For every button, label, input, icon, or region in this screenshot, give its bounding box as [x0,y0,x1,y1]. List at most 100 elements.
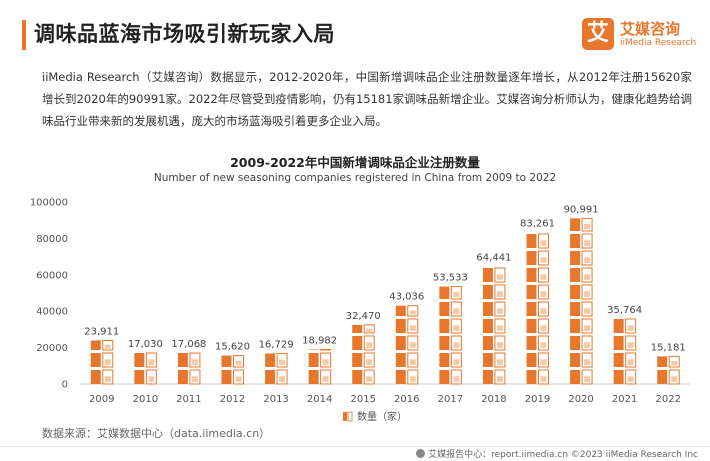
bar-unit [395,353,406,367]
bar-unit-fill [540,240,547,246]
bar-2020 [570,217,593,385]
bar-unit-fill [366,342,373,348]
logo-name-cn: 艾媒咨询 [620,20,681,38]
bar-unit [526,319,537,333]
bar-unit [221,355,232,367]
bar-unit-fill [409,310,416,315]
bar-unit [526,251,537,265]
bar-unit-fill [496,359,503,365]
x-tick-label: 2013 [263,394,288,405]
y-tick-label: 0 [62,380,68,391]
bar-unit [482,285,493,299]
bar-unit-fill [540,342,547,348]
bar-unit [439,370,450,384]
bar-unit [395,319,406,333]
bar-unit [134,353,145,367]
bar-unit [352,324,363,333]
bar-unit [308,370,319,384]
bar-2019 [526,233,549,385]
bar-unit [570,251,581,265]
bar-unit-fill [584,224,591,230]
bar-unit-fill [104,344,111,349]
bar-unit-fill [584,291,591,297]
legend-label: 数量（家） [357,410,407,423]
bar-unit [570,302,581,316]
bar-unit [526,336,537,350]
bar-unit-fill [627,342,634,348]
bar-unit-fill [627,325,634,331]
bar-unit-fill [409,359,416,365]
bar-unit [570,234,581,248]
data-label: 16,729 [259,340,294,351]
bar-2014 [308,348,332,385]
bar-unit-fill [453,359,460,365]
data-label: 23,911 [84,326,119,337]
logo-name-en: iiMedia Research [620,38,697,48]
bar-unit [526,353,537,367]
bar-unit [526,370,537,384]
y-tick-label: 40000 [36,307,68,318]
x-tick-label: 2022 [655,394,680,405]
bar-unit-fill [540,274,547,280]
bar-unit [265,370,276,384]
bar-unit-fill [496,325,503,331]
bar-unit [308,349,319,350]
bar-unit [570,268,581,282]
footer-divider [0,446,710,447]
bar-unit-fill [584,359,591,365]
bar-unit-fill [584,325,591,331]
bar-unit-fill [584,240,591,246]
bar-unit [439,302,450,316]
bar-unit [526,234,537,248]
bar-unit [526,268,537,282]
bar-unit-fill [540,376,547,382]
x-tick-label: 2012 [220,394,245,405]
bar-unit-fill [322,376,329,382]
page-title: 调味品蓝海市场吸引新玩家入局 [34,22,335,46]
bar-unit [482,268,493,282]
y-tick-label: 80000 [36,234,68,245]
bar-unit-fill [584,376,591,382]
data-label: 17,068 [171,339,206,350]
bar-unit-fill [148,376,155,382]
bar-unit [482,353,493,367]
y-tick-label: 100000 [30,198,68,209]
bar-2013 [265,353,288,385]
bar-unit [482,370,493,384]
bar-unit-fill [540,359,547,365]
bar-unit [90,353,101,367]
footer: 艾媒报告中心：report.iimedia.cn ©2023 iiMedia R… [416,447,698,460]
bar-unit [526,302,537,316]
bar-unit-fill [453,342,460,348]
bar-2011 [177,352,201,385]
bar-2015 [352,324,375,385]
bar-unit [352,336,363,350]
bar-unit [352,353,363,367]
bar-unit [177,353,188,367]
x-tick-label: 2009 [89,394,114,405]
bar-unit [613,353,624,367]
bar-unit-fill [540,308,547,314]
bar-unit-fill [496,376,503,382]
bar-2021 [613,318,637,385]
chart-subtitle: Number of new seasoning companies regist… [153,172,557,184]
bar-unit-fill [409,376,416,382]
data-label: 35,764 [607,305,642,316]
legend-swatch-outline [347,411,353,422]
bar-unit [482,302,493,316]
bar-unit [526,285,537,299]
bar-unit [570,319,581,333]
bar-unit-fill [540,257,547,263]
bar-unit [395,370,406,384]
data-label: 83,261 [520,218,555,229]
bar-unit-fill [453,308,460,314]
footer-text: 艾媒报告中心：report.iimedia.cn ©2023 iiMedia R… [428,450,698,460]
logo-mark-icon: 艾 [582,18,614,50]
data-label: 64,441 [476,253,511,264]
data-label: 15,181 [651,342,686,353]
bar-2016 [395,305,419,385]
bar-unit-fill [104,376,111,382]
bar-unit [439,336,450,350]
bar-unit [90,370,101,384]
x-tick-label: 2019 [525,394,550,405]
